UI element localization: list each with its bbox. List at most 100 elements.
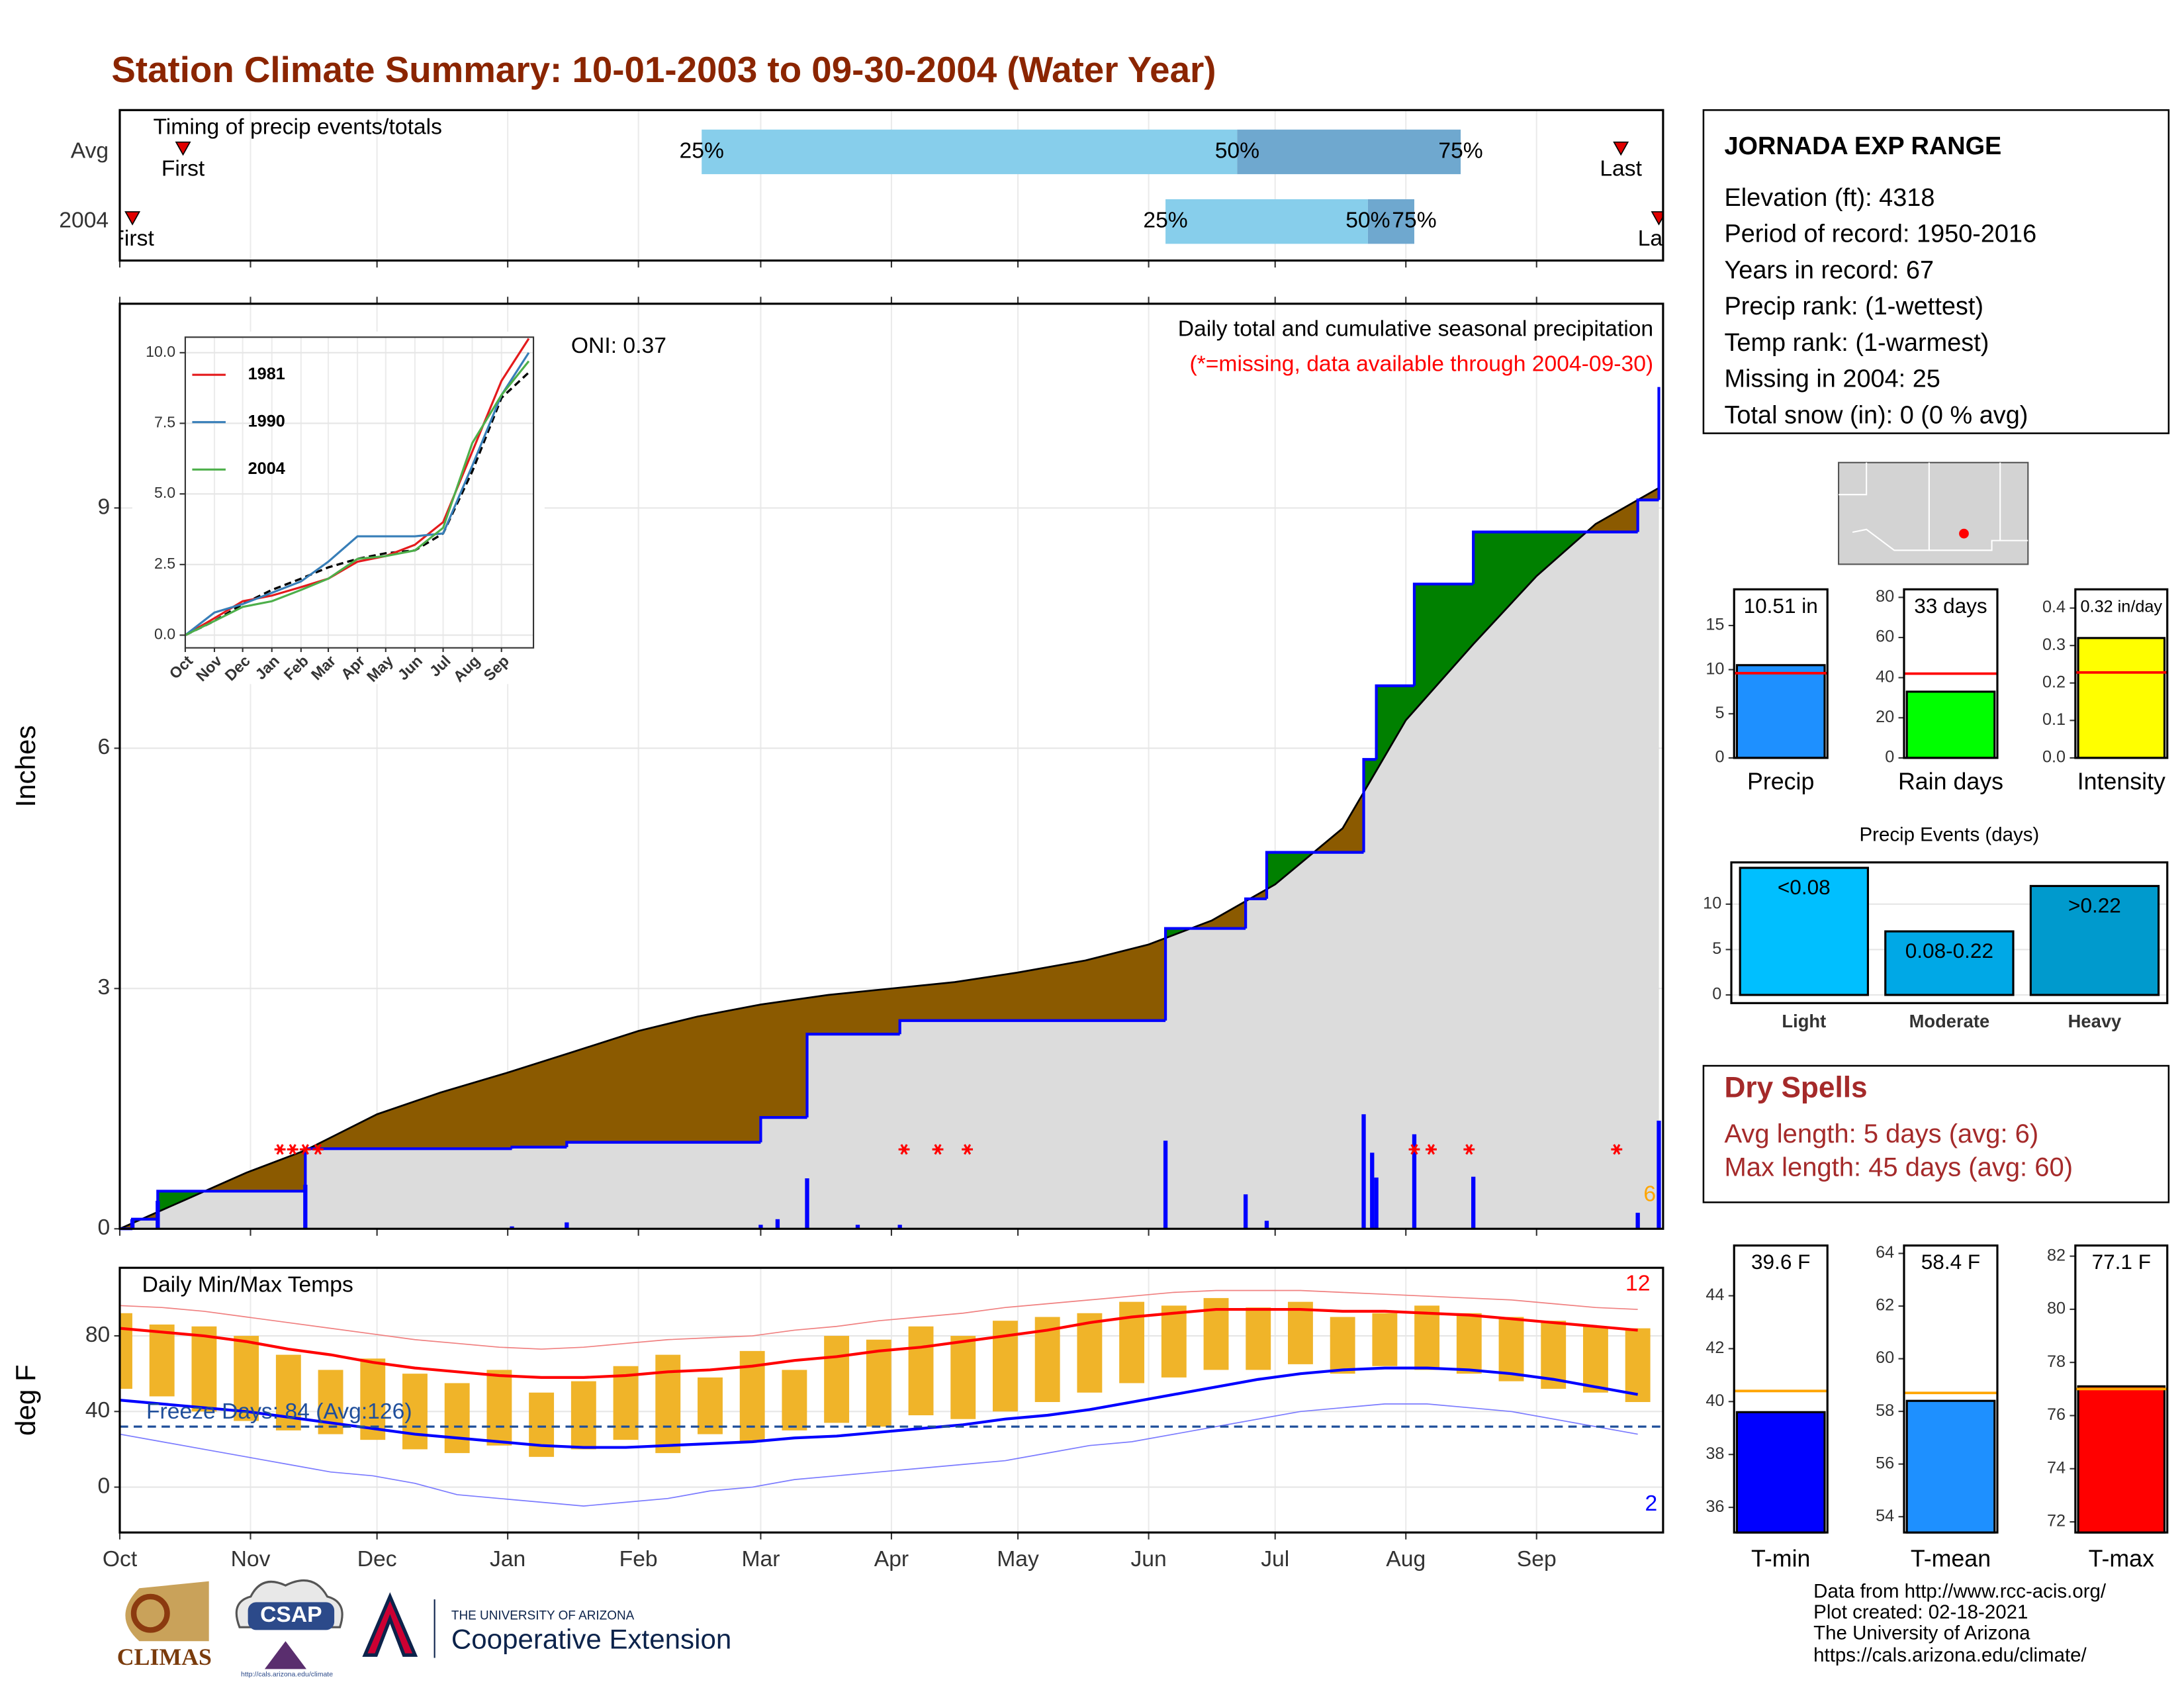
x-tick-label: Jun bbox=[1130, 1547, 1166, 1571]
series-line bbox=[185, 338, 530, 636]
temp-range-bar bbox=[1246, 1307, 1271, 1370]
plot-frame bbox=[118, 1266, 1664, 1534]
y-tick-label: 80 bbox=[85, 1323, 110, 1347]
temp-range-bar bbox=[1456, 1313, 1482, 1374]
x-tick-label: Feb bbox=[619, 1547, 658, 1571]
missing-marker bbox=[312, 1144, 324, 1155]
bar bbox=[1735, 664, 1826, 759]
info-box bbox=[1702, 109, 2170, 434]
y-tick-label: 54 bbox=[1876, 1507, 1894, 1525]
temp-range-bar bbox=[1288, 1301, 1313, 1364]
temp-range-bar bbox=[782, 1370, 807, 1430]
x-tick-label: Sep bbox=[1517, 1547, 1557, 1571]
observed-step bbox=[1265, 851, 1364, 899]
plot-frame bbox=[118, 303, 1664, 1230]
observed-step bbox=[759, 1116, 807, 1143]
x-tick-label: Mar bbox=[741, 1547, 780, 1571]
observed-step bbox=[1472, 530, 1638, 585]
y-tick-label: 42 bbox=[1706, 1338, 1724, 1357]
x-tick-label: Aug bbox=[1386, 1547, 1426, 1571]
daily-bar bbox=[156, 1200, 160, 1229]
average-line bbox=[119, 487, 1660, 1230]
x-tick-label: Nov bbox=[231, 1547, 271, 1571]
y-tick-label: 0 bbox=[98, 1215, 111, 1240]
temp-range-bar bbox=[698, 1377, 723, 1434]
avg-min-line bbox=[119, 1366, 1639, 1449]
quartile-bar bbox=[1165, 199, 1368, 244]
bar bbox=[2077, 1385, 2166, 1534]
bar-label: >0.22 bbox=[2068, 893, 2121, 917]
missing-stroke bbox=[1410, 1144, 1418, 1155]
info-line: Period of record: 1950-2016 bbox=[1724, 220, 2036, 248]
value-label: 58.4 F bbox=[1921, 1250, 1980, 1274]
arizona-a bbox=[362, 1592, 418, 1657]
marker-label: 50% bbox=[1345, 209, 1390, 233]
x-tick-label: May bbox=[997, 1547, 1039, 1571]
series-line bbox=[185, 360, 530, 636]
missing-stroke bbox=[900, 1144, 908, 1155]
daily-bar bbox=[1657, 1120, 1661, 1229]
temp-range-bar bbox=[1330, 1317, 1355, 1374]
base-area bbox=[119, 488, 1659, 1229]
logo-text: http://cals.arizona.edu/climate bbox=[241, 1671, 333, 1679]
temp-range-bar bbox=[866, 1339, 891, 1427]
locator-map bbox=[1838, 461, 2029, 565]
credit-line: https://cals.arizona.edu/climate/ bbox=[1813, 1644, 2087, 1666]
category-label: Precip bbox=[1747, 768, 1814, 794]
y-tick-label: 6 bbox=[98, 735, 111, 759]
y-tick-label: 40 bbox=[85, 1398, 110, 1423]
temperature-marks bbox=[119, 1289, 1663, 1507]
temp-range-bar bbox=[570, 1381, 596, 1450]
temp-range-bar bbox=[191, 1326, 217, 1412]
annotation: 6 bbox=[1643, 1182, 1656, 1207]
logo-text: CLIMAS bbox=[117, 1644, 212, 1670]
x-tick-label: Apr bbox=[874, 1547, 909, 1571]
panel-title: Precip Events (days) bbox=[1860, 824, 2040, 846]
observed-step bbox=[1244, 897, 1267, 929]
marker-label: 25% bbox=[1143, 209, 1187, 233]
observed-step bbox=[510, 1145, 567, 1149]
plot-frame bbox=[1903, 1244, 1999, 1534]
quartile-bar bbox=[1237, 129, 1461, 175]
y-tick-label: 60 bbox=[1876, 1348, 1894, 1367]
row-label: Avg bbox=[71, 138, 109, 163]
y-tick-label: 44 bbox=[1706, 1286, 1724, 1304]
missing-stroke bbox=[314, 1144, 322, 1155]
x-tick-label: Oct bbox=[103, 1547, 138, 1571]
y-tick-label: 56 bbox=[1876, 1454, 1894, 1472]
category-label: T-mean bbox=[1911, 1546, 1991, 1572]
info-line: Temp rank: (1-warmest) bbox=[1724, 329, 1989, 357]
info-line: Years in record: 67 bbox=[1724, 256, 1934, 284]
plot-frame bbox=[118, 109, 1664, 262]
missing-marker bbox=[1463, 1144, 1475, 1155]
bar bbox=[2077, 637, 2166, 759]
y-tick-label: 58 bbox=[1876, 1401, 1894, 1420]
info-line: Missing in 2004: 25 bbox=[1724, 365, 1940, 393]
missing-marker bbox=[274, 1144, 286, 1155]
missing-stroke bbox=[301, 1144, 309, 1155]
annotation: 12 bbox=[1625, 1271, 1650, 1295]
y-tick-label: 15 bbox=[1706, 616, 1724, 634]
daily-bar bbox=[1370, 1152, 1375, 1229]
climas-emblem bbox=[130, 1593, 170, 1633]
plot-frame bbox=[1733, 588, 1829, 759]
temp-range-bar bbox=[824, 1336, 850, 1423]
missing-marker bbox=[1611, 1144, 1623, 1155]
panel-title: Daily Min/Max Temps bbox=[142, 1272, 353, 1297]
marker-label: 50% bbox=[1215, 138, 1259, 163]
bar-label: 0.08-0.22 bbox=[1905, 939, 1993, 962]
station-location bbox=[1959, 528, 1969, 539]
temp-range-bar bbox=[119, 1313, 132, 1389]
dry-spells-box bbox=[1702, 1064, 2170, 1203]
y-tick-label: 10 bbox=[1703, 894, 1721, 913]
category-label: T-max bbox=[2089, 1546, 2154, 1572]
y-tick-label: 0.3 bbox=[2042, 635, 2066, 654]
y-tick-label: 7.5 bbox=[154, 414, 175, 431]
missing-stroke bbox=[1613, 1144, 1621, 1155]
temp-range-bar bbox=[1372, 1313, 1398, 1366]
event-marker bbox=[175, 141, 191, 156]
marker-label: First bbox=[161, 157, 205, 181]
y-tick-label: 0.4 bbox=[2042, 598, 2066, 616]
